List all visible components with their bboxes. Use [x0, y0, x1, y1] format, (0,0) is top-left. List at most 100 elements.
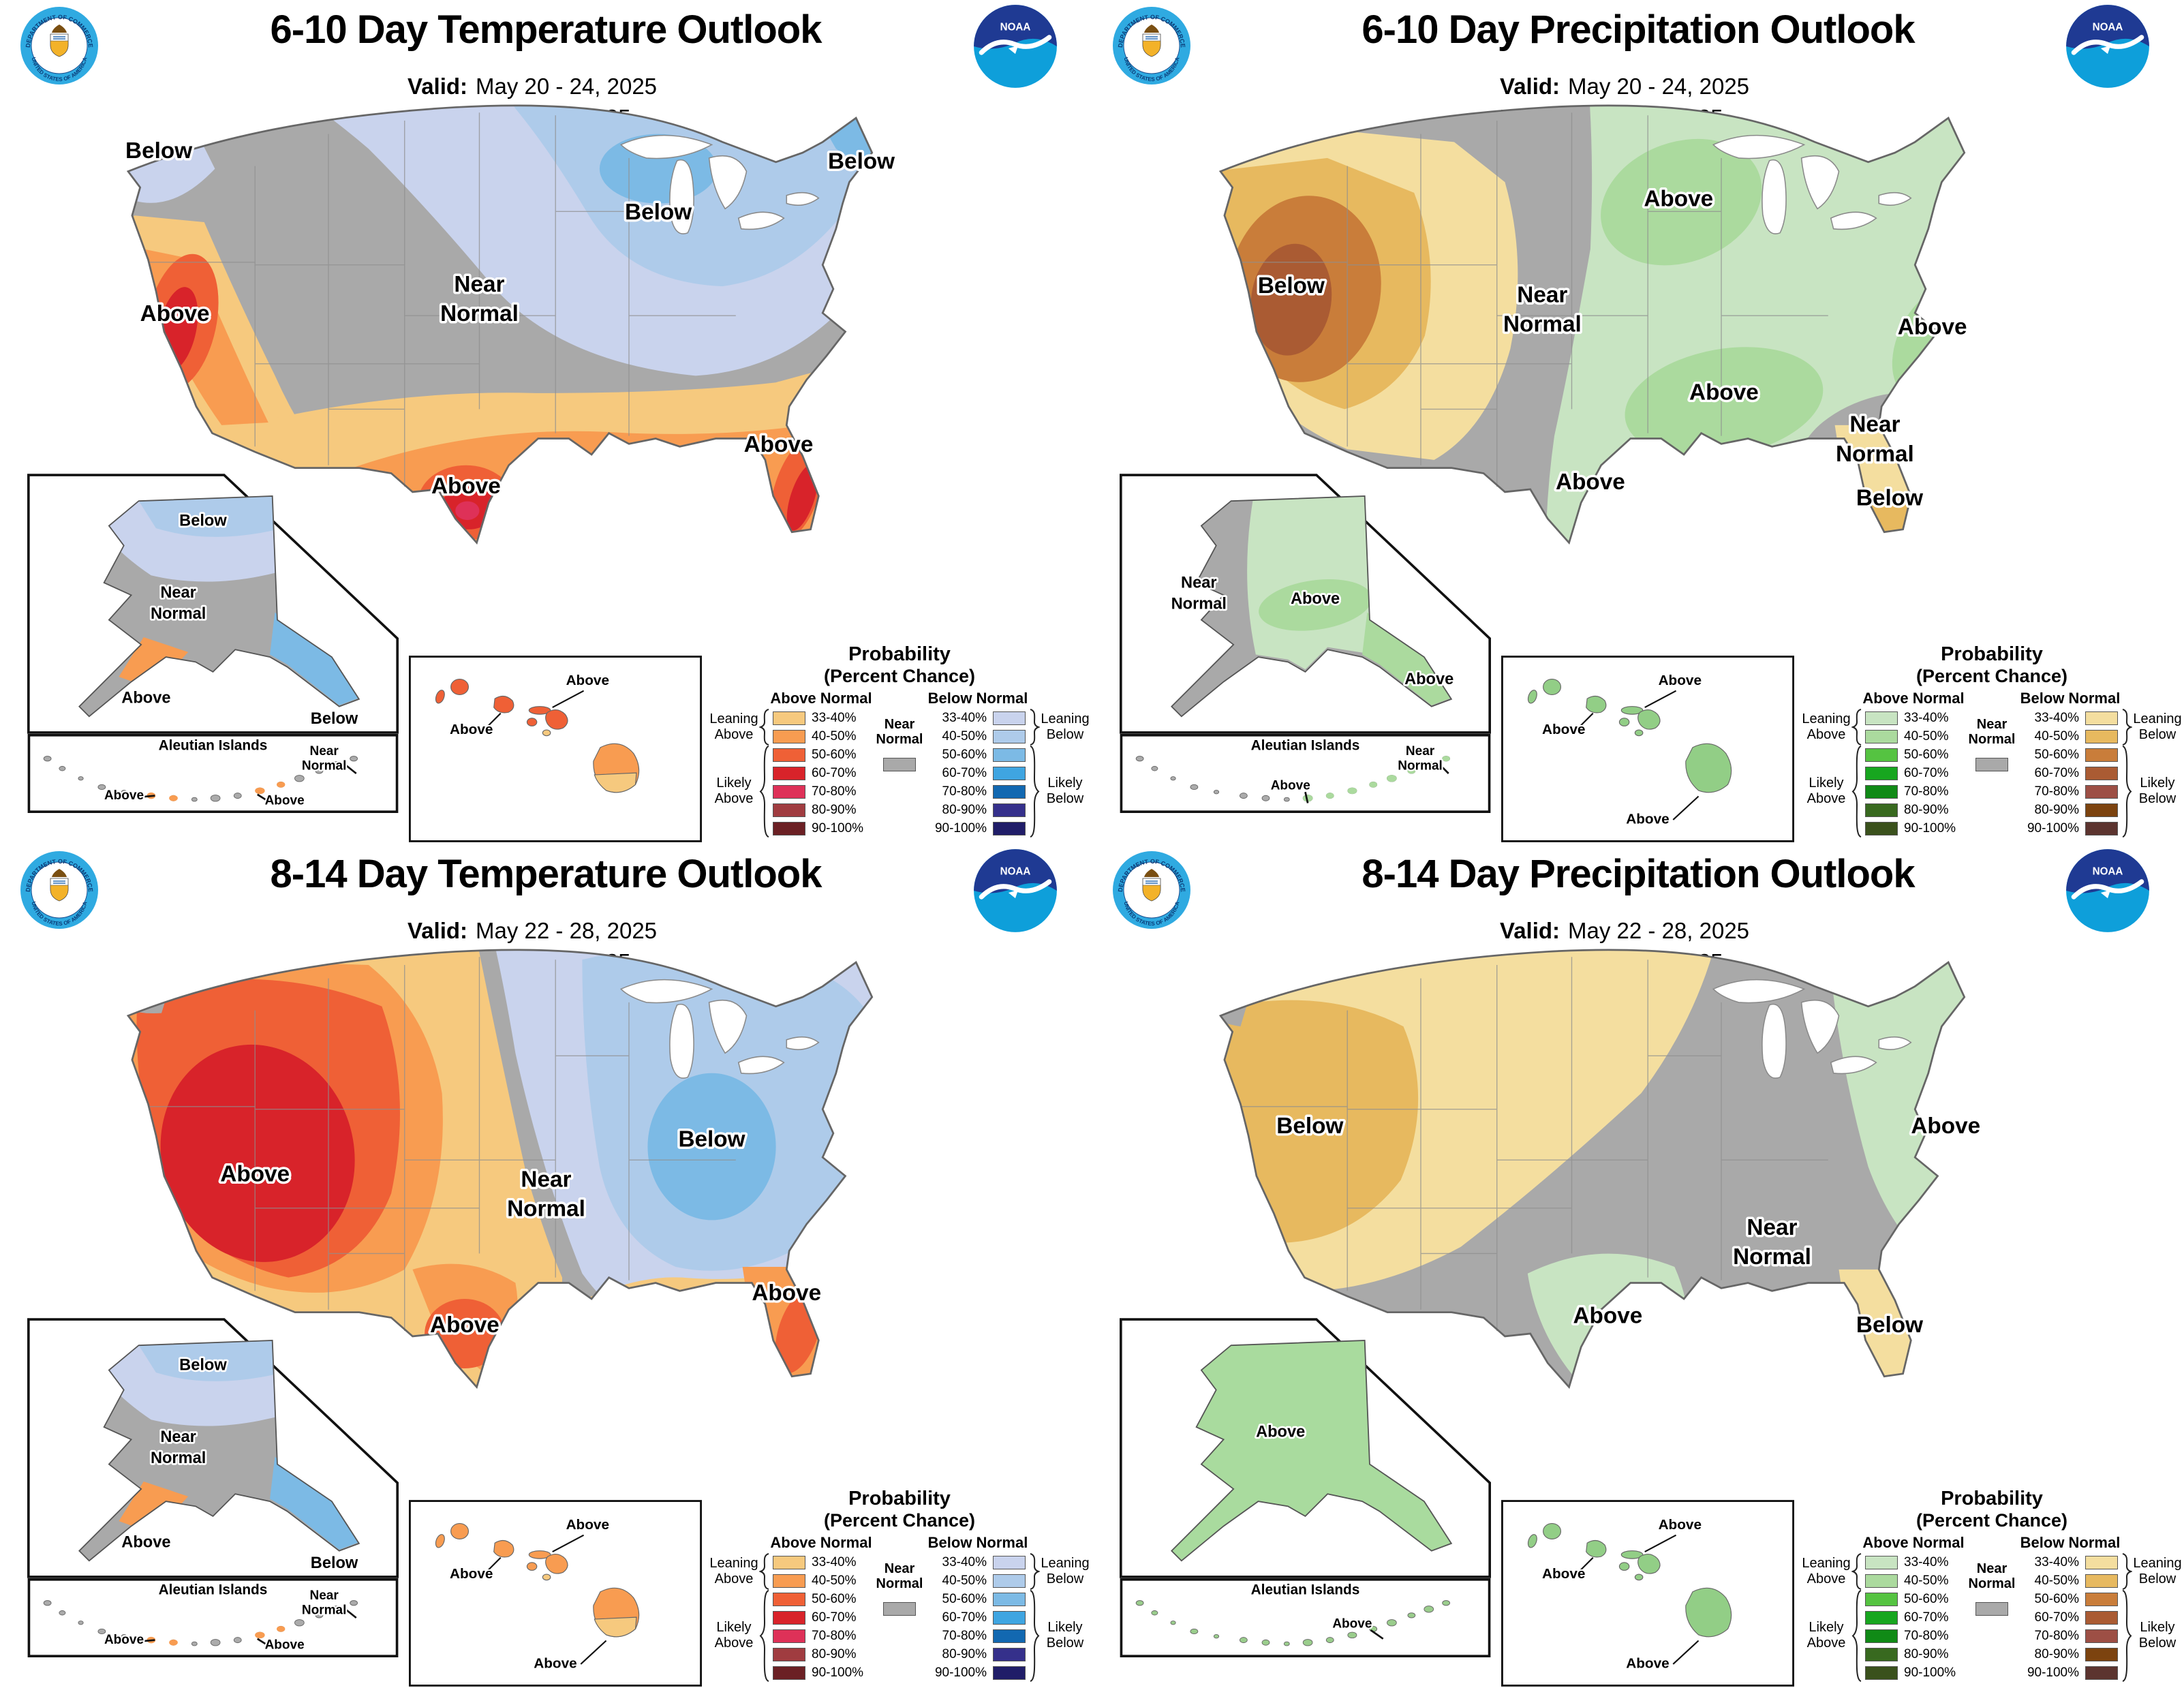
legend-swatch: [993, 1592, 1026, 1606]
outlook-region: [1302, 795, 1313, 802]
legend-row: 60-70%: [1862, 764, 1965, 782]
legend-range-label: 50-60%: [1904, 747, 1949, 762]
pointer-line: [1578, 712, 1594, 728]
legend-side-label: Leaning Above: [1802, 1556, 1851, 1586]
legend-near-normal-label: Near Normal: [876, 717, 923, 747]
legend-row: 70-80%: [927, 1627, 1029, 1645]
legend-side-label: Likely Above: [1806, 776, 1846, 806]
legend-near-normal: Near Normal: [872, 1534, 927, 1682]
legend-range-label: 80-90%: [2034, 802, 2080, 817]
legend-below-column: Below Normal 33-40% 40-50% 50-60% 60-70% 70-8…: [2019, 690, 2121, 838]
legend-brace: [759, 1553, 769, 1590]
legend-brace: [1851, 1590, 1862, 1682]
legend-column-header: Above Normal: [770, 1534, 872, 1551]
legend-title: Probability: [1941, 1488, 2043, 1509]
outlook-region: [1442, 756, 1450, 762]
hawaii-inset: Above Above Above: [1501, 1500, 1794, 1687]
probability-legend: Probability (Percent Chance) Leaning Above…: [709, 1488, 1090, 1687]
legend-subtitle: (Percent Chance): [1916, 1510, 2068, 1531]
pointer-line: [1439, 764, 1449, 774]
legend-range-label: 33-40%: [2034, 1554, 2080, 1569]
map-label: Above: [1332, 1617, 1372, 1631]
legend-row: 80-90%: [2019, 801, 2121, 819]
hawaii-inset: Above Above Above: [1501, 656, 1794, 842]
map-label: Above: [450, 1566, 493, 1582]
legend-row: 60-70%: [770, 764, 872, 782]
panel-title: 8-14 Day Temperature Outlook: [270, 852, 822, 896]
legend-swatch: [773, 748, 805, 762]
pointer-line: [1672, 795, 1699, 820]
doc-seal: [1112, 6, 1191, 85]
legend-range-label: 70-80%: [2034, 784, 2080, 799]
legend-braces: [759, 690, 770, 838]
map-label: Above: [1542, 1566, 1585, 1582]
outlook-region: [277, 781, 286, 788]
pointer-line: [257, 1638, 268, 1646]
legend-braces: [1029, 1534, 1040, 1682]
legend-swatch: [1865, 1629, 1898, 1643]
outlook-region: [1424, 761, 1434, 769]
legend-side-labels: Leaning Below Likely Below: [2132, 1534, 2183, 1682]
map-label: Below: [1856, 486, 1923, 511]
legend-swatch: [2085, 766, 2118, 780]
alaska-inset: Near Normal Above Above: [1120, 474, 1491, 734]
legend-swatch: [993, 1574, 1026, 1588]
panel-8-14-temperature: 8-14 Day Temperature Outlook Valid: May 2…: [0, 844, 1092, 1688]
legend-swatch: [2085, 729, 2118, 743]
legend-range-label: 90-100%: [2027, 820, 2079, 835]
legend-range-label: 80-90%: [942, 802, 987, 817]
legend-row: 50-60%: [2019, 1590, 2121, 1608]
legend-range-label: 90-100%: [934, 820, 987, 835]
legend-side-label: Likely Below: [2138, 1620, 2177, 1651]
legend-row: 90-100%: [2019, 819, 2121, 838]
legend-brace: [759, 746, 769, 838]
legend-row: 33-40%: [2019, 709, 2121, 727]
legend-braces: [1029, 690, 1040, 838]
valid-line: Valid: May 20 - 24, 2025: [407, 74, 658, 99]
panel-title: 6-10 Day Precipitation Outlook: [1362, 7, 1915, 52]
map-label: Below: [828, 149, 895, 174]
legend-range-label: 70-80%: [812, 784, 857, 799]
outlook-region: [277, 1625, 286, 1632]
legend-swatch: [1865, 1647, 1898, 1661]
legend-row: 50-60%: [1862, 746, 1965, 764]
legend-side-labels: Leaning Below Likely Below: [1040, 690, 1090, 838]
legend-above-column: Above Normal 33-40% 40-50% 50-60% 60-70% 70-8…: [770, 1534, 872, 1682]
legend-side-label: Leaning Below: [1041, 1556, 1090, 1586]
map-label: Below: [1258, 273, 1325, 298]
doc-seal: [1112, 850, 1191, 930]
outlook-region: [270, 612, 359, 705]
legend-row: 50-60%: [927, 1590, 1029, 1608]
map-label: Near: [160, 1428, 196, 1446]
map-label: Near: [1747, 1215, 1797, 1240]
outlook-region: [169, 795, 178, 801]
outlook-region: [455, 501, 480, 521]
legend-range-label: 33-40%: [942, 1554, 987, 1569]
noaa-logo: [2063, 847, 2153, 934]
legend-title: Probability: [848, 1488, 951, 1509]
map-label: Near: [1406, 744, 1435, 758]
legend-side-labels: Leaning Above Likely Above: [709, 690, 759, 838]
pointer-line: [580, 1640, 607, 1665]
map-label: Above: [220, 1162, 290, 1187]
outlook-region: [1407, 768, 1416, 774]
legend-above-column: Above Normal 33-40% 40-50% 50-60% 60-70% 70-8…: [1862, 1534, 1965, 1682]
map-label: Above: [104, 1633, 144, 1647]
map-label: Normal: [151, 1449, 206, 1467]
map-label: Normal: [1836, 442, 1914, 467]
legend-row: 50-60%: [770, 1590, 872, 1608]
legend-swatch: [773, 821, 805, 835]
legend-swatch: [993, 711, 1026, 725]
legend-row: 40-50%: [2019, 727, 2121, 746]
legend-row: 60-70%: [1862, 1608, 1965, 1627]
legend-swatch: [1865, 1610, 1898, 1625]
map-label: Above: [744, 432, 814, 457]
legend-row: 40-50%: [927, 1571, 1029, 1590]
legend-brace: [1030, 746, 1040, 838]
legend-range-label: 50-60%: [942, 1591, 987, 1606]
map-label: Below: [1856, 1313, 1923, 1338]
legend-brace: [2122, 709, 2132, 746]
map-label: Above: [1626, 812, 1669, 827]
alaska-inset: Above: [1120, 1318, 1491, 1578]
legend-range-label: 60-70%: [1904, 765, 1949, 780]
